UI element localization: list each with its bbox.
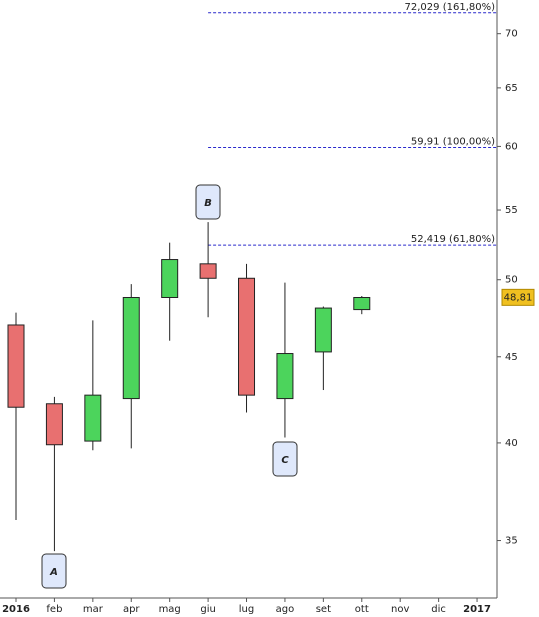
annotation-label: A [49, 567, 58, 578]
annotation-label: C [281, 455, 289, 466]
fib-level-label: 52,419 (61,80%) [411, 234, 495, 245]
x-tick-label: nov [391, 604, 409, 615]
x-tick-label: apr [123, 604, 140, 615]
x-tick-label: feb [46, 604, 62, 615]
candle-body [7, 324, 25, 408]
x-tick-label: giu [200, 604, 215, 615]
y-tick-label: 45 [505, 352, 518, 363]
x-tick-label: lug [239, 604, 254, 615]
candle-body [161, 259, 179, 298]
y-tick-label: 60 [505, 141, 518, 152]
annotation-box [195, 184, 221, 220]
y-tick-label: 50 [505, 275, 518, 286]
candle-body [122, 296, 140, 400]
annotation-box [41, 553, 67, 589]
candle-body [314, 307, 332, 353]
y-tick-label: 55 [505, 205, 518, 216]
y-tick-label: 35 [505, 536, 518, 547]
annotation-box [272, 441, 298, 477]
last-price-box [501, 288, 535, 306]
candle-body [84, 394, 102, 442]
x-tick-label: ott [355, 604, 369, 615]
x-tick-label: ago [276, 604, 295, 615]
x-tick-label: set [316, 604, 331, 615]
annotation-label: B [204, 198, 212, 209]
x-tick-label: mag [159, 604, 181, 615]
candle-body [45, 403, 63, 446]
y-tick-label: 70 [505, 29, 518, 40]
fib-level-label: 72,029 (161,80%) [405, 2, 496, 13]
y-tick-label: 40 [505, 438, 518, 449]
x-tick-label: 2016 [2, 604, 30, 615]
x-tick-label: dic [431, 604, 446, 615]
candle-body [353, 296, 371, 311]
candle-body [238, 277, 256, 396]
candle-body [276, 353, 294, 400]
candle-body [199, 263, 217, 279]
x-tick-label: 2017 [463, 604, 491, 615]
y-tick-label: 65 [505, 83, 518, 94]
last-price-label: 48,81 [504, 292, 533, 303]
x-tick-label: mar [83, 604, 104, 615]
fib-level-label: 59,91 (100,00%) [411, 137, 495, 148]
